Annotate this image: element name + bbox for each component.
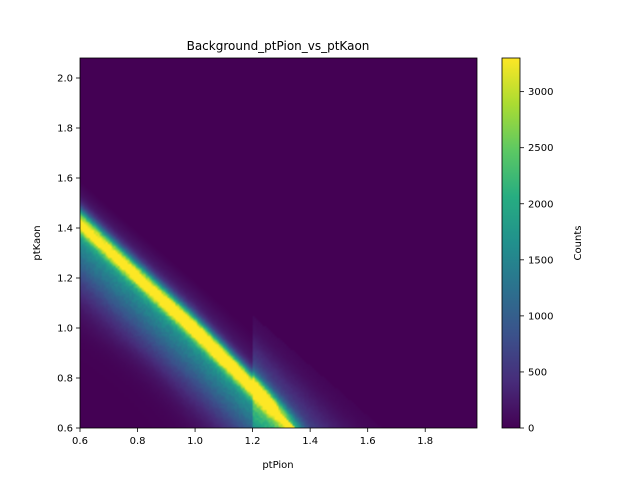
y-tick-label: 1.6 <box>57 174 73 185</box>
x-axis-ticks: 0.6 0.8 1.0 1.2 1.4 1.6 1.8 <box>72 428 433 447</box>
colorbar-gradient <box>502 58 520 428</box>
y-tick-label: 1.0 <box>57 324 73 335</box>
colorbar-tick-label: 500 <box>528 367 547 378</box>
plot-frame <box>79 57 478 429</box>
x-tick-label: 1.8 <box>417 436 433 447</box>
colorbar-tick-label: 1500 <box>528 255 553 266</box>
y-tick-label: 1.8 <box>57 124 73 135</box>
heatmap-image <box>80 58 477 428</box>
x-tick-label: 1.6 <box>360 436 376 447</box>
chart-title: Background_ptPion_vs_ptKaon <box>187 39 370 53</box>
colorbar-tick-label: 0 <box>528 424 534 435</box>
colorbar: 0 500 1000 1500 2000 2500 3000 Counts <box>501 57 584 435</box>
y-tick-label: 2.0 <box>57 74 73 85</box>
x-tick-label: 1.2 <box>245 436 261 447</box>
x-tick-label: 1.4 <box>302 436 318 447</box>
y-axis-label: ptKaon <box>32 225 43 260</box>
x-tick-label: 1.0 <box>187 436 203 447</box>
colorbar-tick-label: 2500 <box>528 143 553 154</box>
colorbar-tick-label: 3000 <box>528 87 553 98</box>
colorbar-tick-label: 1000 <box>528 311 553 322</box>
plot-area <box>79 57 478 429</box>
y-tick-label: 1.2 <box>57 274 73 285</box>
x-tick-label: 0.6 <box>72 436 88 447</box>
colorbar-tick-label: 2000 <box>528 199 553 210</box>
y-tick-label: 0.6 <box>57 424 73 435</box>
y-tick-label: 1.4 <box>57 224 73 235</box>
colorbar-ticks: 0 500 1000 1500 2000 2500 3000 <box>520 87 553 435</box>
y-tick-label: 0.8 <box>57 374 73 385</box>
y-axis-ticks: 0.6 0.8 1.0 1.2 1.4 1.6 1.8 2.0 <box>57 74 80 435</box>
x-tick-label: 0.8 <box>130 436 146 447</box>
colorbar-frame <box>501 57 521 429</box>
x-axis-label: ptPion <box>262 460 293 471</box>
colorbar-label: Counts <box>573 226 584 261</box>
